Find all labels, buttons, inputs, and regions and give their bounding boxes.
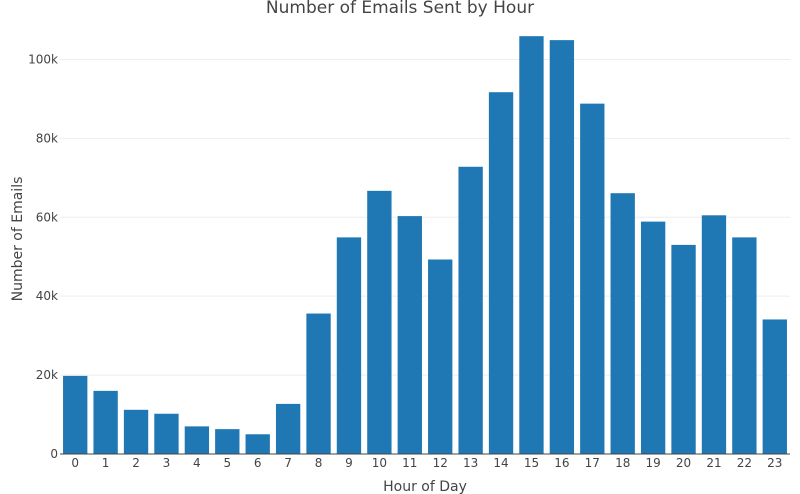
- bar-hour-21[interactable]: [701, 215, 727, 454]
- x-tick-label: 0: [71, 456, 79, 470]
- x-tick-label: 4: [193, 456, 201, 470]
- bar-hour-2[interactable]: [123, 409, 149, 454]
- x-tick-label: 15: [524, 456, 539, 470]
- bar-hour-20[interactable]: [671, 244, 696, 454]
- chart-title: Number of Emails Sent by Hour: [266, 0, 534, 18]
- y-tick-label: 20k: [36, 368, 58, 382]
- y-tick-label: 40k: [36, 289, 58, 303]
- bar-hour-23[interactable]: [762, 319, 787, 454]
- x-tick-label: 1: [102, 456, 110, 470]
- y-axis-title: Number of Emails: [10, 177, 26, 302]
- x-tick-label: 9: [345, 456, 353, 470]
- bar-hour-14[interactable]: [488, 92, 514, 455]
- bar-hour-6[interactable]: [245, 434, 270, 454]
- x-tick-label: 13: [463, 456, 478, 470]
- x-tick-label: 6: [254, 456, 262, 470]
- bar-hour-10[interactable]: [367, 190, 392, 454]
- x-tick-labels: 0 1 2 3 4 5 6 7 8 9 10 11 12 13 14 15 16 17 18 19 20 21 22 23: [71, 456, 782, 470]
- y-tick-labels: 0 20k 40k 60k 80k 100k: [28, 52, 58, 461]
- x-tick-label: 11: [402, 456, 417, 470]
- bar-hour-13[interactable]: [458, 166, 483, 454]
- bar-hour-3[interactable]: [154, 413, 179, 454]
- y-tick-label: 100k: [28, 52, 58, 66]
- x-tick-label: 3: [163, 456, 171, 470]
- bar-hour-15[interactable]: [519, 36, 544, 455]
- y-tick-label: 0: [50, 447, 58, 461]
- x-tick-label: 16: [554, 456, 569, 470]
- x-tick-label: 22: [737, 456, 752, 470]
- bar-hour-12[interactable]: [428, 259, 453, 454]
- bar-hour-1[interactable]: [93, 390, 118, 454]
- x-tick-label: 17: [585, 456, 600, 470]
- bar-hour-18[interactable]: [610, 193, 635, 455]
- bar-hour-16[interactable]: [549, 40, 575, 454]
- x-tick-label: 8: [315, 456, 323, 470]
- bar-hour-17[interactable]: [580, 103, 605, 454]
- bar-hour-9[interactable]: [336, 237, 362, 454]
- x-tick-label: 7: [284, 456, 292, 470]
- bar-hour-11[interactable]: [397, 216, 422, 454]
- bar-hour-19[interactable]: [640, 221, 666, 454]
- x-tick-label: 18: [615, 456, 630, 470]
- x-tick-label: 12: [433, 456, 448, 470]
- bars: [63, 36, 787, 455]
- x-tick-label: 23: [767, 456, 782, 470]
- x-tick-label: 2: [132, 456, 140, 470]
- x-tick-label: 5: [223, 456, 231, 470]
- x-axis-title: Hour of Day: [383, 479, 467, 494]
- bar-hour-7[interactable]: [275, 403, 301, 454]
- y-tick-label: 60k: [36, 210, 58, 224]
- x-tick-label: 21: [706, 456, 721, 470]
- gridlines: [60, 58, 790, 376]
- bar-hour-0[interactable]: [63, 375, 88, 454]
- bar-hour-5[interactable]: [215, 429, 240, 454]
- bar-hour-4[interactable]: [184, 426, 210, 454]
- x-tick-label: 14: [493, 456, 508, 470]
- bar-hour-8[interactable]: [306, 313, 331, 454]
- x-tick-label: 20: [676, 456, 691, 470]
- x-tick-label: 19: [645, 456, 660, 470]
- bar-hour-22[interactable]: [732, 237, 757, 454]
- y-tick-label: 80k: [36, 131, 58, 145]
- x-tick-label: 10: [372, 456, 387, 470]
